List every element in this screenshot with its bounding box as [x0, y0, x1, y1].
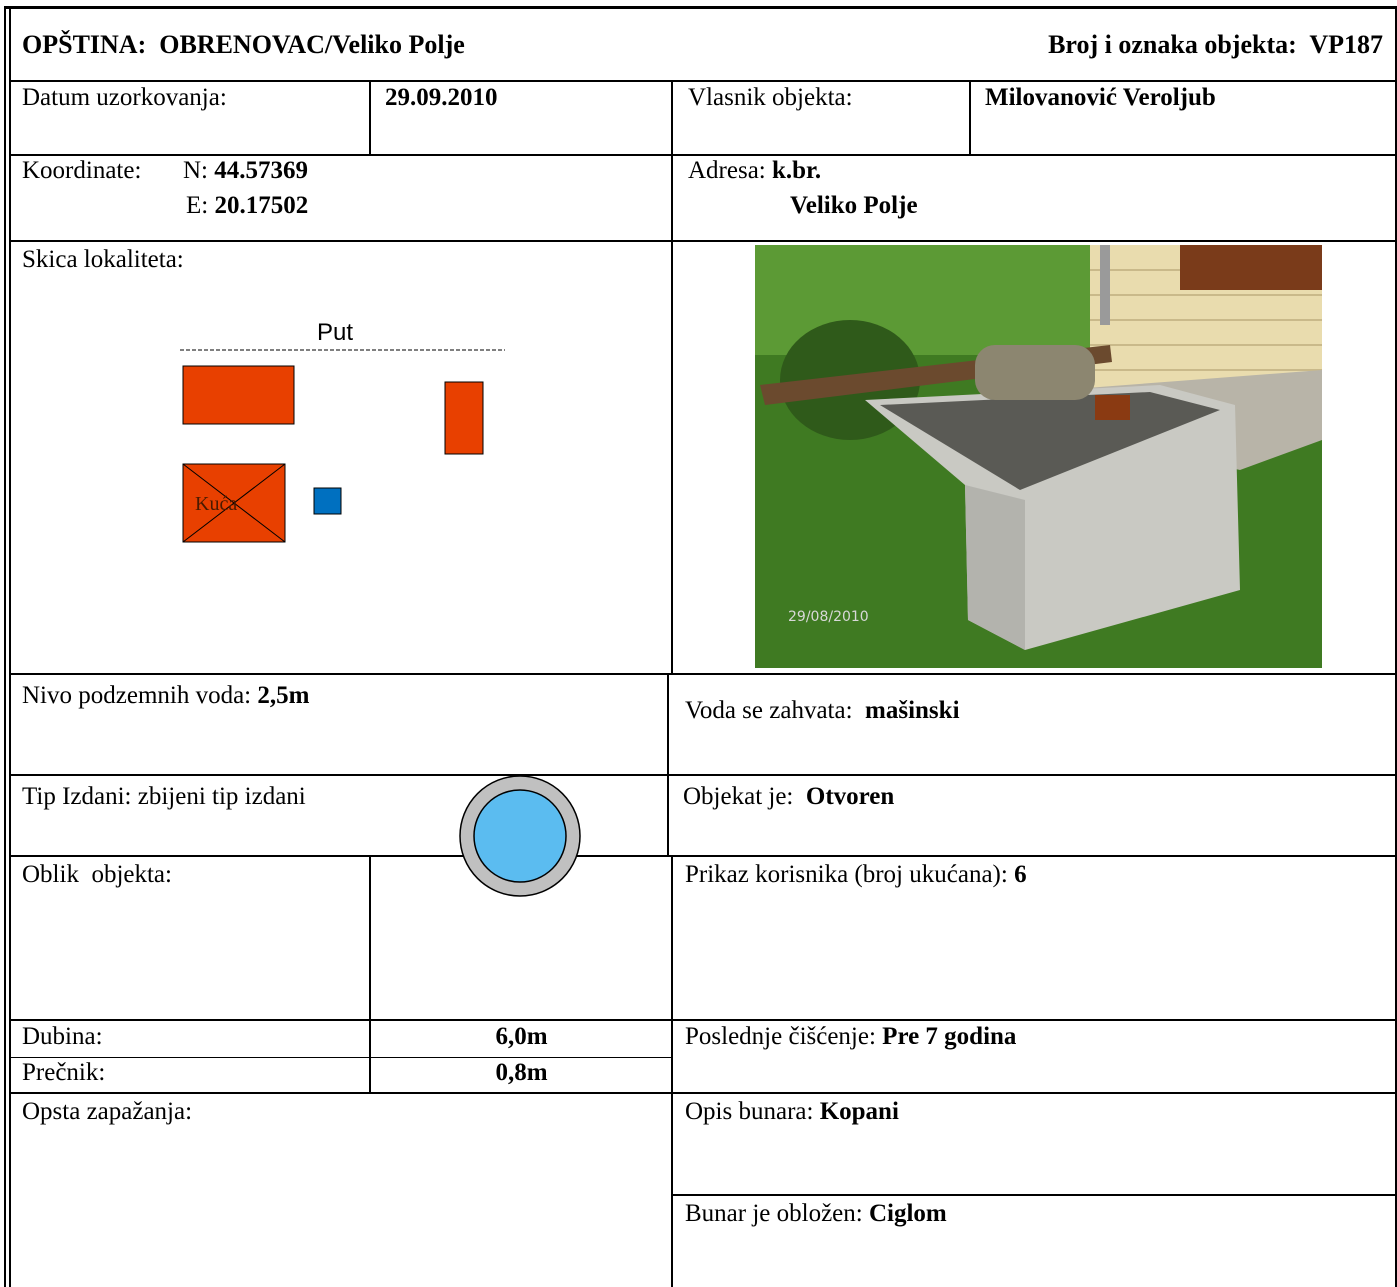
value: 6,0m [495, 1023, 548, 1050]
col-line [369, 80, 371, 155]
value: 2,5m [257, 682, 310, 709]
row-line [9, 1019, 1397, 1021]
value: 0,8m [495, 1059, 548, 1086]
house-cross [182, 463, 286, 543]
value: 20.17502 [214, 192, 309, 219]
building [444, 381, 484, 455]
coordinate-n: N: 44.57369 [183, 157, 308, 185]
label: Skica lokaliteta: [22, 246, 184, 273]
value: OBRENOVAC/Veliko Polje [159, 30, 465, 59]
col-line [667, 674, 669, 856]
address: Adresa: k.br. [688, 157, 821, 185]
col-line [671, 80, 673, 674]
header-left: OPŠTINA: OBRENOVAC/Veliko Polje [22, 30, 465, 60]
label: Opsta zapažanja: [22, 1098, 193, 1125]
row-line [9, 80, 1397, 82]
description: Opis bunara: Kopani [685, 1098, 899, 1126]
value: Kopani [819, 1098, 899, 1125]
label: Koordinate: [22, 157, 142, 184]
row-line [9, 1057, 672, 1058]
value: mašinski [865, 697, 960, 724]
label: Nivo podzemnih voda: [22, 682, 252, 709]
intake: Voda se zahvata: mašinski [685, 697, 960, 725]
label: N: [183, 157, 208, 184]
row-line [9, 240, 1397, 242]
road-label: Put [317, 319, 353, 346]
header-right: Broj i oznaka objekta: VP187 [1048, 30, 1383, 60]
label: Datum uzorkovanja: [22, 84, 227, 111]
photo: 29/08/2010 [755, 245, 1322, 668]
row-line [9, 774, 1397, 776]
value: Otvoren [805, 783, 895, 810]
label: Adresa: [688, 157, 766, 184]
label: Opis bunara: [685, 1098, 814, 1125]
border [4, 6, 6, 1287]
label: Oblik objekta: [22, 861, 172, 888]
label: Bunar je obložen: [685, 1200, 863, 1227]
label: Poslednje čišćenje: [685, 1023, 876, 1050]
users: Prikaz korisnika (broj ukućana): 6 [685, 861, 1027, 889]
lining: Bunar je obložen: Ciglom [685, 1200, 947, 1228]
row-line [672, 1194, 1397, 1196]
label: Tip Izdani: zbijeni tip izdani [22, 783, 306, 810]
label: Broj i oznaka objekta: [1048, 30, 1297, 59]
value: Pre 7 godina [882, 1023, 1017, 1050]
row-line [9, 855, 1397, 857]
label: Objekat je: [683, 783, 794, 810]
row-line [9, 1092, 1397, 1094]
coordinate-e: E: 20.17502 [186, 192, 308, 220]
border [9, 6, 11, 1287]
label: Prečnik: [22, 1059, 106, 1086]
value: 44.57369 [214, 157, 308, 184]
value: VP187 [1309, 30, 1383, 59]
value: Milovanović Veroljub [985, 84, 1216, 111]
value: Ciglom [868, 1200, 947, 1227]
shape-inner [473, 789, 567, 883]
value: k.br. [772, 157, 822, 184]
col-line [369, 856, 371, 1093]
value: 6 [1014, 861, 1027, 888]
col-line [969, 80, 971, 155]
label: Prikaz korisnika (broj ukućana): [685, 861, 1008, 888]
row-line [9, 673, 1397, 675]
groundwater: Nivo podzemnih voda: 2,5m [22, 682, 309, 710]
value: 29.09.2010 [385, 84, 498, 111]
cleaning: Poslednje čišćenje: Pre 7 godina [685, 1023, 1016, 1051]
label: Vlasnik objekta: [688, 84, 853, 111]
label: E: [186, 192, 209, 219]
building [182, 365, 295, 425]
state: Objekat je: Otvoren [683, 783, 894, 811]
label: Dubina: [22, 1023, 103, 1050]
border [4, 6, 1397, 9]
border [1395, 6, 1397, 1287]
well-marker [313, 487, 342, 515]
house-label: Kuća [195, 493, 237, 515]
label: OPŠTINA: [22, 30, 147, 59]
photo-timestamp: 29/08/2010 [788, 609, 869, 625]
value: Veliko Polje [790, 192, 918, 219]
col-line [671, 856, 673, 1287]
row-line [9, 154, 1397, 156]
label: Voda se zahvata: [685, 697, 853, 724]
